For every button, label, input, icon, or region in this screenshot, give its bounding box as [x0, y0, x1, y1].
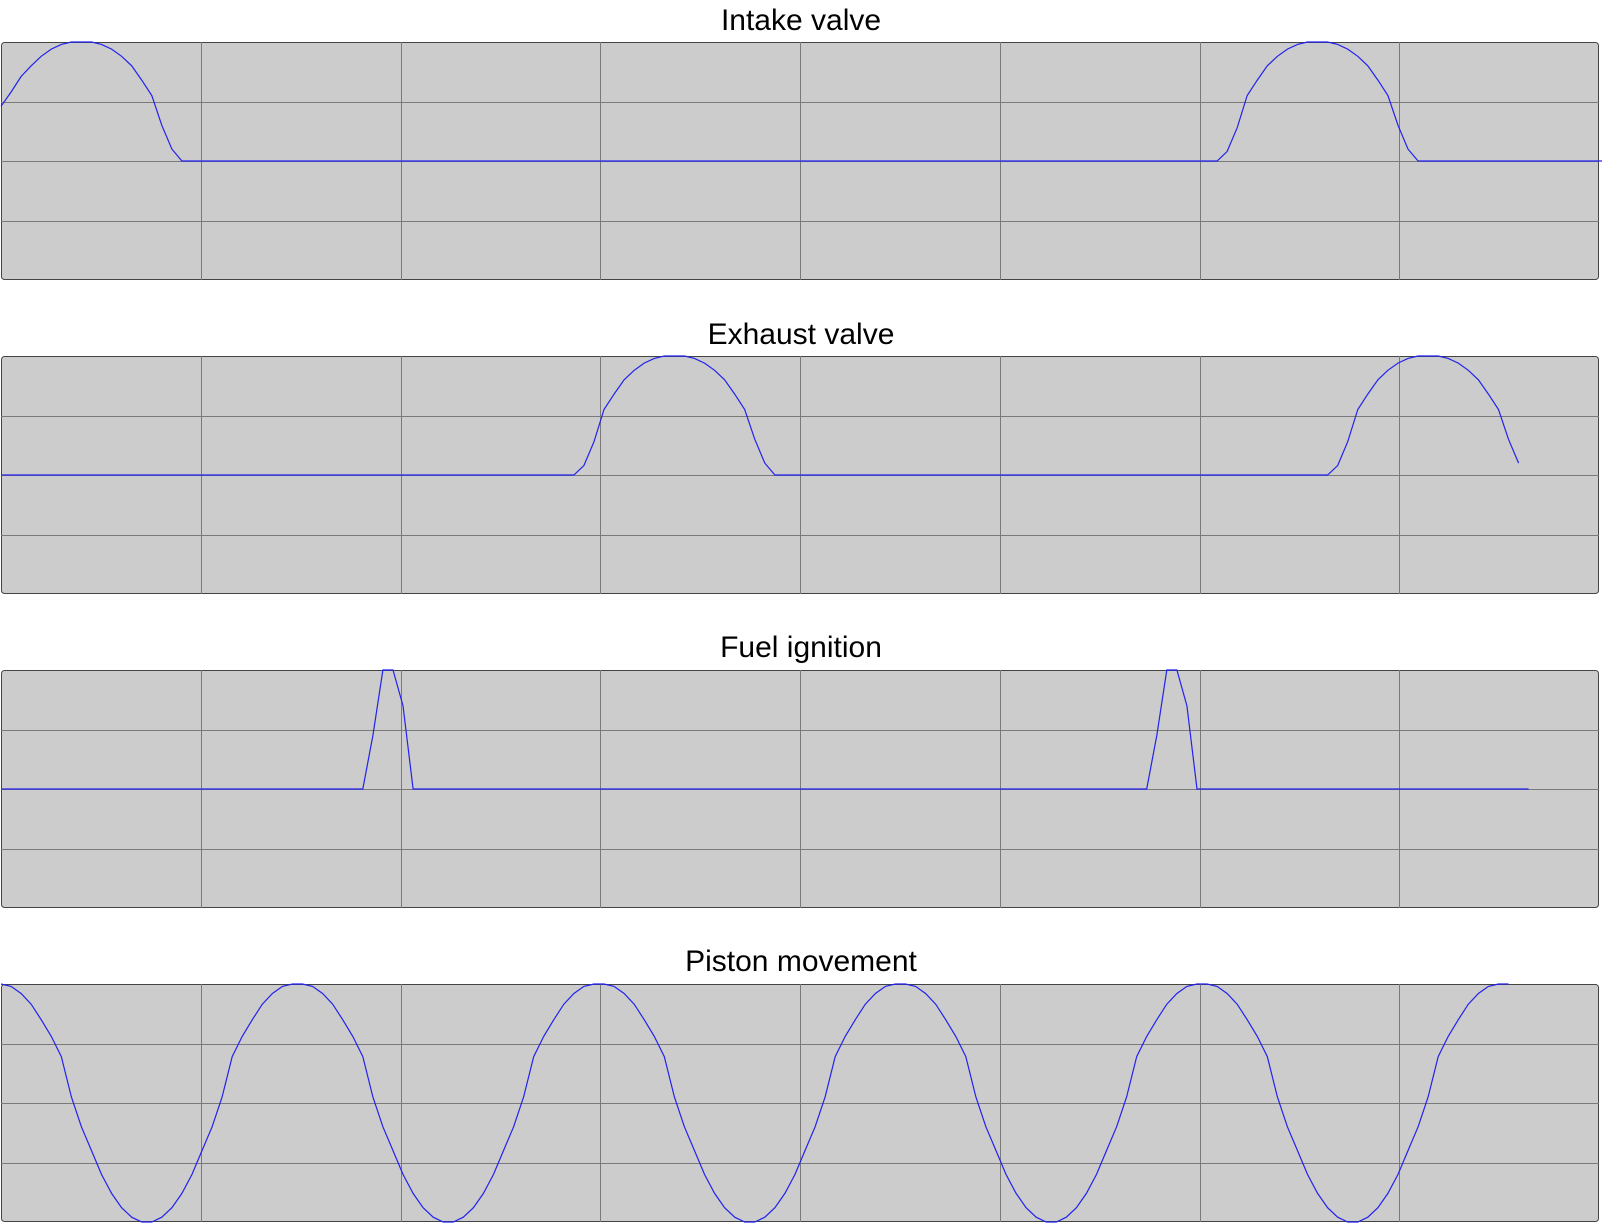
panel-title: Exhaust valve	[707, 318, 895, 351]
chart-svg	[0, 41, 1602, 280]
panel-title: Fuel ignition	[720, 631, 882, 664]
plot-area	[0, 983, 1599, 1223]
plot-area	[1, 669, 1599, 908]
plot-area	[1, 355, 1599, 594]
series-line	[1, 669, 1529, 790]
series-line	[0, 983, 1509, 1223]
chart-svg	[1, 355, 1599, 594]
chart-svg	[1, 669, 1599, 908]
panel-title: Piston movement	[685, 945, 917, 978]
chart-svg	[0, 983, 1599, 1223]
series-line	[1, 355, 1520, 476]
series-line	[0, 41, 1602, 162]
plot-area	[0, 41, 1602, 280]
panel-title: Intake valve	[720, 4, 882, 37]
